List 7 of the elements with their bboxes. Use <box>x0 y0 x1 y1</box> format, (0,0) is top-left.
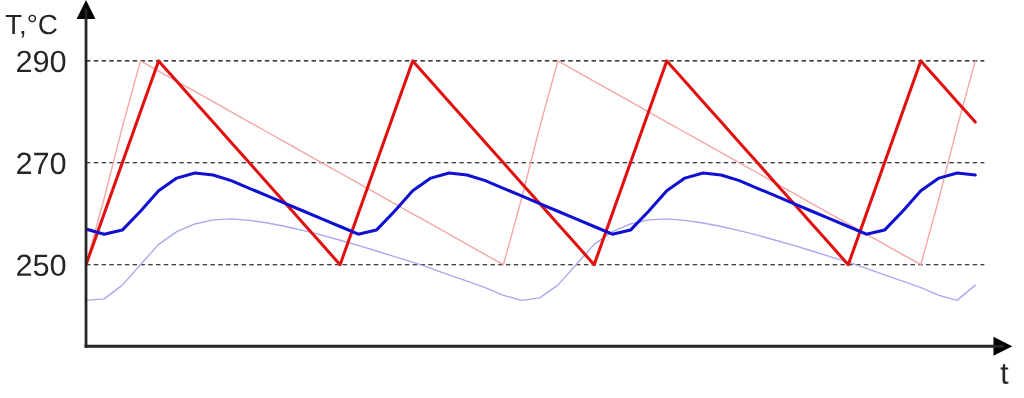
line-series <box>86 218 976 302</box>
y-tick-label: 270 <box>17 152 66 175</box>
line-series <box>86 171 977 236</box>
y-tick-label: 250 <box>17 254 66 277</box>
y-tick-label: 290 <box>17 50 66 73</box>
y-axis-title: T,°C <box>5 14 57 38</box>
x-axis-title: t <box>1000 363 1009 384</box>
